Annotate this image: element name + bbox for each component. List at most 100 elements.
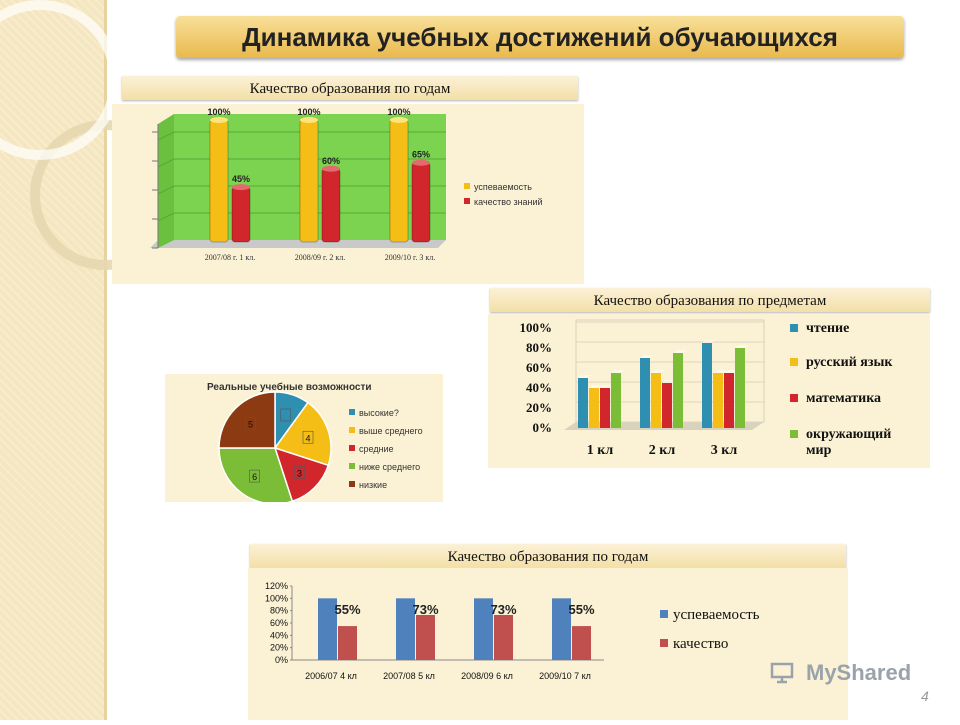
legend-box	[452, 176, 582, 214]
x-tick-label: 2009/10 г. 3 кл.	[385, 253, 435, 262]
chart-side-wall	[158, 114, 174, 248]
strip-border	[104, 0, 107, 720]
legend-label: успеваемость	[673, 607, 760, 623]
data-label: 55%	[568, 602, 594, 617]
x-tick-label: 2007/08 5 кл	[383, 671, 435, 681]
bar-русский язык	[651, 373, 661, 428]
y-tick-label: 80%	[526, 340, 552, 355]
legend-label: мир	[806, 443, 832, 458]
bar-успеваемость	[552, 598, 571, 660]
slide-title-bar: Динамика учебных достижений обучающихся	[176, 16, 904, 58]
y-tick-label: 20%	[270, 643, 288, 653]
y-tick-label: 40%	[270, 630, 288, 640]
bar-русский язык	[713, 373, 723, 428]
legend-swatch	[349, 409, 355, 415]
legend-swatch	[349, 463, 355, 469]
slice-label-box	[249, 469, 260, 483]
legend-swatch	[464, 198, 470, 204]
slice-label: 6	[252, 472, 257, 482]
bar-top	[673, 350, 687, 353]
legend-label: средние	[359, 444, 394, 454]
watermark-text: MyShared	[806, 660, 912, 685]
chart3-panel: Реальные учебные возможности 4 3 6 5 высокие?…	[165, 374, 443, 505]
data-label: 100%	[387, 107, 410, 117]
x-tick-label: 2008/09 г. 2 кл.	[295, 253, 345, 262]
bar-математика	[600, 388, 610, 428]
gridline	[157, 212, 175, 222]
y-tick-label: 100%	[520, 320, 553, 335]
legend-swatch	[349, 427, 355, 433]
bar-качество знаний	[321, 168, 341, 243]
bar-чтение	[702, 343, 712, 428]
bar-top	[724, 370, 738, 373]
legend-swatch	[790, 430, 798, 438]
legend-label: математика	[806, 391, 881, 406]
bar-успеваемость	[318, 598, 337, 660]
slice-label-box	[280, 408, 292, 422]
bar-top	[713, 370, 727, 373]
bar-чтение	[578, 378, 588, 428]
chart4-panel: 120% 100% 80% 60% 40% 20% 0% 55% 2006/07 4 кл 73%…	[248, 568, 848, 720]
bar-качество	[416, 614, 435, 660]
bar-top	[578, 375, 592, 378]
slice-label-box	[302, 430, 314, 444]
legend-swatch	[660, 610, 668, 618]
legend-label: чтение	[806, 321, 849, 336]
bar-top	[651, 370, 665, 373]
y-tick-label: 100%	[265, 593, 288, 603]
slice-label-box	[294, 466, 305, 479]
legend-swatch	[464, 183, 470, 189]
data-label: 100%	[207, 107, 230, 117]
y-tick-label: 60%	[526, 360, 552, 375]
legend-swatch	[349, 481, 355, 487]
decorative-ring	[0, 0, 120, 160]
bar-русский язык	[589, 388, 599, 428]
slide-title: Динамика учебных достижений обучающихся	[242, 22, 838, 52]
gridline	[157, 131, 175, 141]
bar-top	[662, 380, 676, 383]
legend-label: качество	[673, 636, 728, 652]
legend-label: русский язык	[806, 355, 893, 370]
bar-top	[611, 370, 625, 373]
presentation-icon	[770, 662, 794, 684]
bar-cap	[412, 159, 430, 166]
bar-cap	[210, 117, 228, 123]
bar-cap	[232, 184, 250, 191]
bar-успеваемость	[474, 598, 493, 660]
bar-top	[600, 385, 614, 388]
bar-успеваемость	[209, 119, 229, 243]
y-tick-label: 0%	[275, 655, 288, 665]
page-number: 4	[921, 688, 929, 704]
slice-label: 4	[306, 433, 311, 443]
legend-swatch	[349, 445, 355, 451]
x-tick-label: 2009/10 7 кл	[539, 671, 591, 681]
legend-label: выше среднего	[359, 426, 423, 436]
bar-качество	[338, 626, 357, 660]
chart4-svg: 120% 100% 80% 60% 40% 20% 0% 55% 2006/07 4 кл 73%…	[265, 581, 760, 681]
legend-label: окружающий	[806, 427, 891, 442]
x-tick-label: 2006/07 4 кл	[305, 671, 357, 681]
legend-swatch	[790, 394, 798, 402]
gridline	[157, 158, 175, 168]
y-tick-label: 60%	[270, 618, 288, 628]
y-tick-label: 80%	[270, 606, 288, 616]
chart1-panel: 100% 45% 2007/08 г. 1 кл. 100% 60% 2008/09 г.…	[112, 104, 584, 284]
x-tick-label: 2008/09 6 кл	[461, 671, 513, 681]
bar-успеваемость	[389, 119, 409, 243]
x-tick-label: 1 кл	[587, 443, 614, 458]
slice-label-box	[245, 417, 256, 430]
legend-swatch	[660, 639, 668, 647]
chart1-svg: 100% 45% 2007/08 г. 1 кл. 100% 60% 2008/09 г.…	[150, 107, 582, 262]
legend-label: качество знаний	[474, 197, 543, 207]
chart2-panel: 100% 80% 60% 40% 20% 0% 1 кл 2 кл 3 кл чтение русс…	[488, 314, 930, 468]
data-label: 55%	[334, 602, 360, 617]
bar-качество знаний	[411, 162, 431, 243]
bar-окружающий мир	[735, 348, 745, 428]
bar-качество	[572, 626, 591, 660]
slice-label: 5	[248, 419, 253, 429]
legend-label: ниже среднего	[359, 462, 420, 472]
bar-окружающий мир	[673, 353, 683, 428]
y-tick-label: 40%	[526, 380, 552, 395]
bar-качество знаний	[231, 186, 251, 243]
bar-качество	[494, 614, 513, 660]
